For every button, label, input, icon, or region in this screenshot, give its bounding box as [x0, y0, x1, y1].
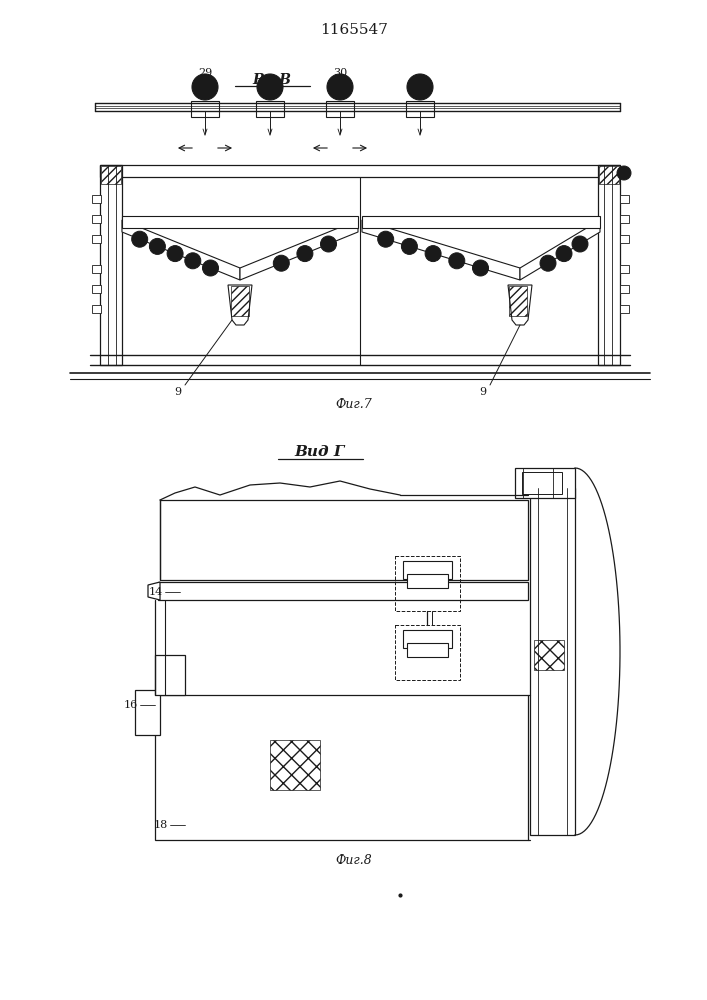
Bar	[620, 235, 629, 243]
Bar	[598, 165, 620, 365]
Circle shape	[297, 246, 313, 262]
Polygon shape	[520, 220, 600, 280]
Polygon shape	[122, 216, 358, 228]
Polygon shape	[122, 220, 240, 280]
Bar	[92, 305, 101, 313]
Bar	[620, 285, 629, 293]
Bar	[100, 165, 620, 177]
Text: 9: 9	[479, 387, 486, 397]
Text: 30: 30	[333, 68, 347, 78]
Bar	[620, 265, 629, 273]
Circle shape	[132, 231, 148, 247]
Circle shape	[617, 166, 631, 180]
Bar	[395, 556, 460, 611]
Bar	[522, 472, 562, 494]
Circle shape	[402, 238, 417, 254]
Circle shape	[472, 260, 489, 276]
Text: 16: 16	[124, 700, 138, 710]
Circle shape	[149, 238, 165, 254]
Circle shape	[202, 260, 218, 276]
Text: Фиг.7: Фиг.7	[336, 398, 373, 412]
Bar	[407, 574, 448, 588]
Bar	[620, 215, 629, 223]
Bar	[231, 286, 249, 316]
Bar	[326, 101, 354, 117]
Bar	[92, 195, 101, 203]
Circle shape	[407, 74, 433, 100]
Bar	[155, 655, 185, 695]
Text: Фиг.8: Фиг.8	[336, 854, 373, 866]
Bar	[92, 285, 101, 293]
Bar	[509, 286, 527, 316]
Text: Вид Г: Вид Г	[295, 445, 345, 459]
Text: 14: 14	[148, 587, 163, 597]
Circle shape	[449, 253, 464, 269]
Bar	[155, 695, 528, 840]
Bar	[92, 235, 101, 243]
Bar	[515, 468, 575, 498]
Bar	[599, 166, 619, 184]
Bar	[101, 166, 121, 184]
Circle shape	[167, 246, 183, 262]
Circle shape	[556, 246, 572, 262]
Bar	[158, 582, 528, 600]
Bar	[92, 215, 101, 223]
Bar	[403, 561, 452, 579]
Text: 9: 9	[175, 387, 182, 397]
Polygon shape	[362, 220, 520, 280]
Polygon shape	[240, 220, 358, 280]
Circle shape	[540, 255, 556, 271]
Bar	[92, 265, 101, 273]
Text: 18: 18	[153, 820, 168, 830]
Text: 1165547: 1165547	[320, 23, 388, 37]
Bar	[534, 640, 564, 670]
Polygon shape	[228, 285, 252, 325]
Polygon shape	[148, 582, 160, 600]
Bar	[530, 488, 575, 835]
Bar	[270, 740, 320, 790]
Text: В - В: В - В	[252, 73, 291, 87]
Bar	[160, 500, 528, 580]
Circle shape	[378, 231, 394, 247]
Bar	[403, 630, 452, 648]
Circle shape	[327, 74, 353, 100]
Circle shape	[274, 255, 289, 271]
Circle shape	[192, 74, 218, 100]
Circle shape	[185, 253, 201, 269]
Bar	[620, 195, 629, 203]
Polygon shape	[362, 216, 600, 228]
Bar	[100, 165, 122, 365]
Bar	[395, 625, 460, 680]
Bar	[406, 101, 434, 117]
Bar	[135, 690, 160, 735]
Bar	[256, 101, 284, 117]
Bar	[407, 643, 448, 657]
Bar	[191, 101, 219, 117]
Circle shape	[320, 236, 337, 252]
Circle shape	[257, 74, 283, 100]
Circle shape	[572, 236, 588, 252]
Bar	[620, 305, 629, 313]
Text: 29: 29	[198, 68, 212, 78]
Circle shape	[425, 246, 441, 262]
Polygon shape	[508, 285, 532, 325]
